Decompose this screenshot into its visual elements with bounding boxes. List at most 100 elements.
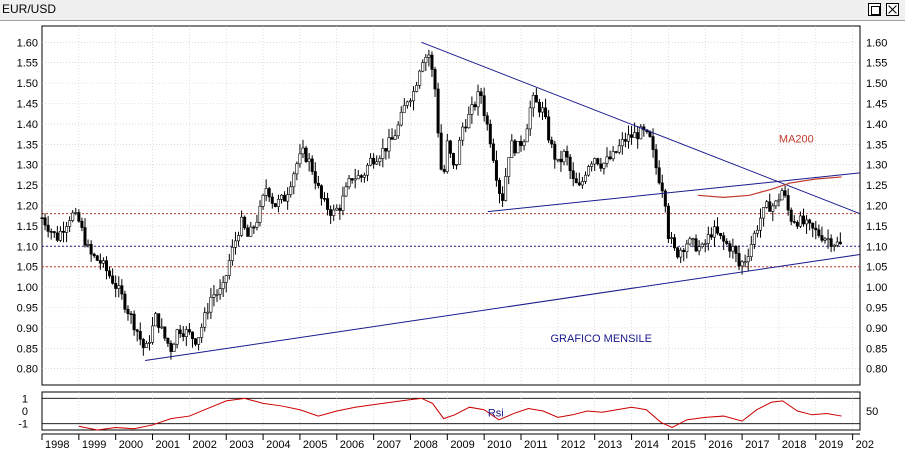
candle-body (455, 163, 459, 166)
x-tick-label: 2003 (229, 439, 253, 451)
candle-body (513, 140, 517, 154)
trendline-support-long (145, 253, 861, 362)
candle-body (49, 231, 53, 233)
trendline-resistance (421, 41, 861, 215)
candle-body (178, 329, 182, 334)
candle-body (802, 215, 806, 225)
candle-body (264, 188, 268, 196)
candle-body (215, 293, 219, 296)
candle-body (92, 253, 96, 257)
candle-body (46, 224, 50, 232)
candle-body (243, 216, 247, 229)
candle-body (731, 246, 735, 252)
candle-body (626, 134, 630, 142)
y-tick-label-right: 0.90 (866, 323, 887, 335)
candle-body (270, 196, 274, 204)
y-tick-label-right: 1.20 (866, 201, 887, 213)
candle-body (743, 261, 747, 264)
candle-body (304, 147, 308, 162)
candle-body (442, 168, 446, 172)
rsi-y-tick-label: -1 (18, 419, 28, 431)
candle-body (65, 226, 69, 233)
candle-body (464, 126, 468, 129)
candle-body (737, 253, 741, 267)
candle-body (338, 207, 342, 211)
candle-body (676, 247, 680, 258)
price-panel: 1.60 1.60 1.55 1.55 1.50 1.50 1.45 1.45 1.40 1.40… (17, 25, 887, 386)
candle-body (805, 219, 809, 225)
candle-body (639, 126, 643, 140)
candle-body (541, 107, 545, 113)
candle-body (765, 201, 769, 208)
candle-body (218, 288, 222, 295)
candle-body (777, 199, 781, 202)
candle-body (823, 238, 827, 241)
candle-body (83, 227, 87, 246)
candle-body (722, 235, 726, 242)
candle-body (832, 244, 836, 247)
candle-body (461, 126, 465, 141)
candle-body (369, 157, 373, 166)
candle-body (660, 182, 664, 192)
candle-body (599, 163, 603, 169)
candle-body (353, 178, 357, 181)
candle-body (820, 235, 824, 241)
candle-body (117, 285, 121, 289)
candle-body (755, 229, 759, 234)
candle-body (494, 160, 498, 181)
candle-body (381, 148, 385, 159)
candle-body (798, 215, 802, 227)
ma200-line (697, 176, 842, 198)
x-tick-label: 2013 (598, 439, 622, 451)
candle-body (829, 238, 833, 247)
candle-body (623, 139, 627, 142)
candle-body (587, 166, 591, 176)
candle-body (126, 308, 130, 314)
x-tick-label: 2019 (819, 439, 843, 451)
candle-body (436, 88, 440, 134)
y-tick-label-left: 0.85 (17, 343, 38, 355)
candle-body (375, 161, 379, 165)
candle-body (433, 69, 437, 90)
rsi-line (78, 397, 842, 431)
y-tick-label-right: 0.95 (866, 302, 887, 314)
rsi-panel: 10-1 50 Rsi (18, 391, 878, 431)
candle-body (826, 238, 830, 240)
candle-body (332, 209, 336, 216)
candle-body (544, 107, 548, 118)
candle-body (716, 226, 720, 234)
candle-body (399, 111, 403, 126)
candle-body (762, 207, 766, 219)
y-tick-label-left: 0.95 (17, 302, 38, 314)
candle-body (534, 94, 538, 103)
y-tick-label-right: 1.05 (866, 262, 887, 274)
candle-body (221, 282, 225, 289)
y-tick-label-left: 1.40 (17, 119, 38, 131)
candle-body (43, 217, 47, 226)
close-button[interactable] (886, 3, 899, 16)
candle-body (310, 158, 314, 172)
candle-body (789, 209, 793, 222)
candle-body (602, 162, 606, 169)
candle-body (40, 217, 44, 220)
candle-body (141, 339, 145, 348)
candle-body (190, 331, 194, 339)
candle-body (728, 243, 732, 252)
candle-body (289, 186, 293, 195)
y-tick-label-left: 1.00 (17, 282, 38, 294)
candle-body (651, 136, 655, 150)
candle-body (295, 163, 299, 175)
y-tick-label-left: 1.55 (17, 58, 38, 70)
candle-body (55, 232, 59, 241)
candle-body (95, 255, 99, 261)
x-tick-label: 2006 (340, 439, 364, 451)
candle-body (749, 244, 753, 257)
restore-button[interactable] (868, 3, 881, 16)
candle-body (682, 249, 686, 252)
candle-body (344, 186, 348, 197)
candle-body (488, 123, 492, 145)
candle-body (89, 244, 93, 255)
candle-body (240, 216, 244, 236)
candle-body (451, 153, 455, 166)
